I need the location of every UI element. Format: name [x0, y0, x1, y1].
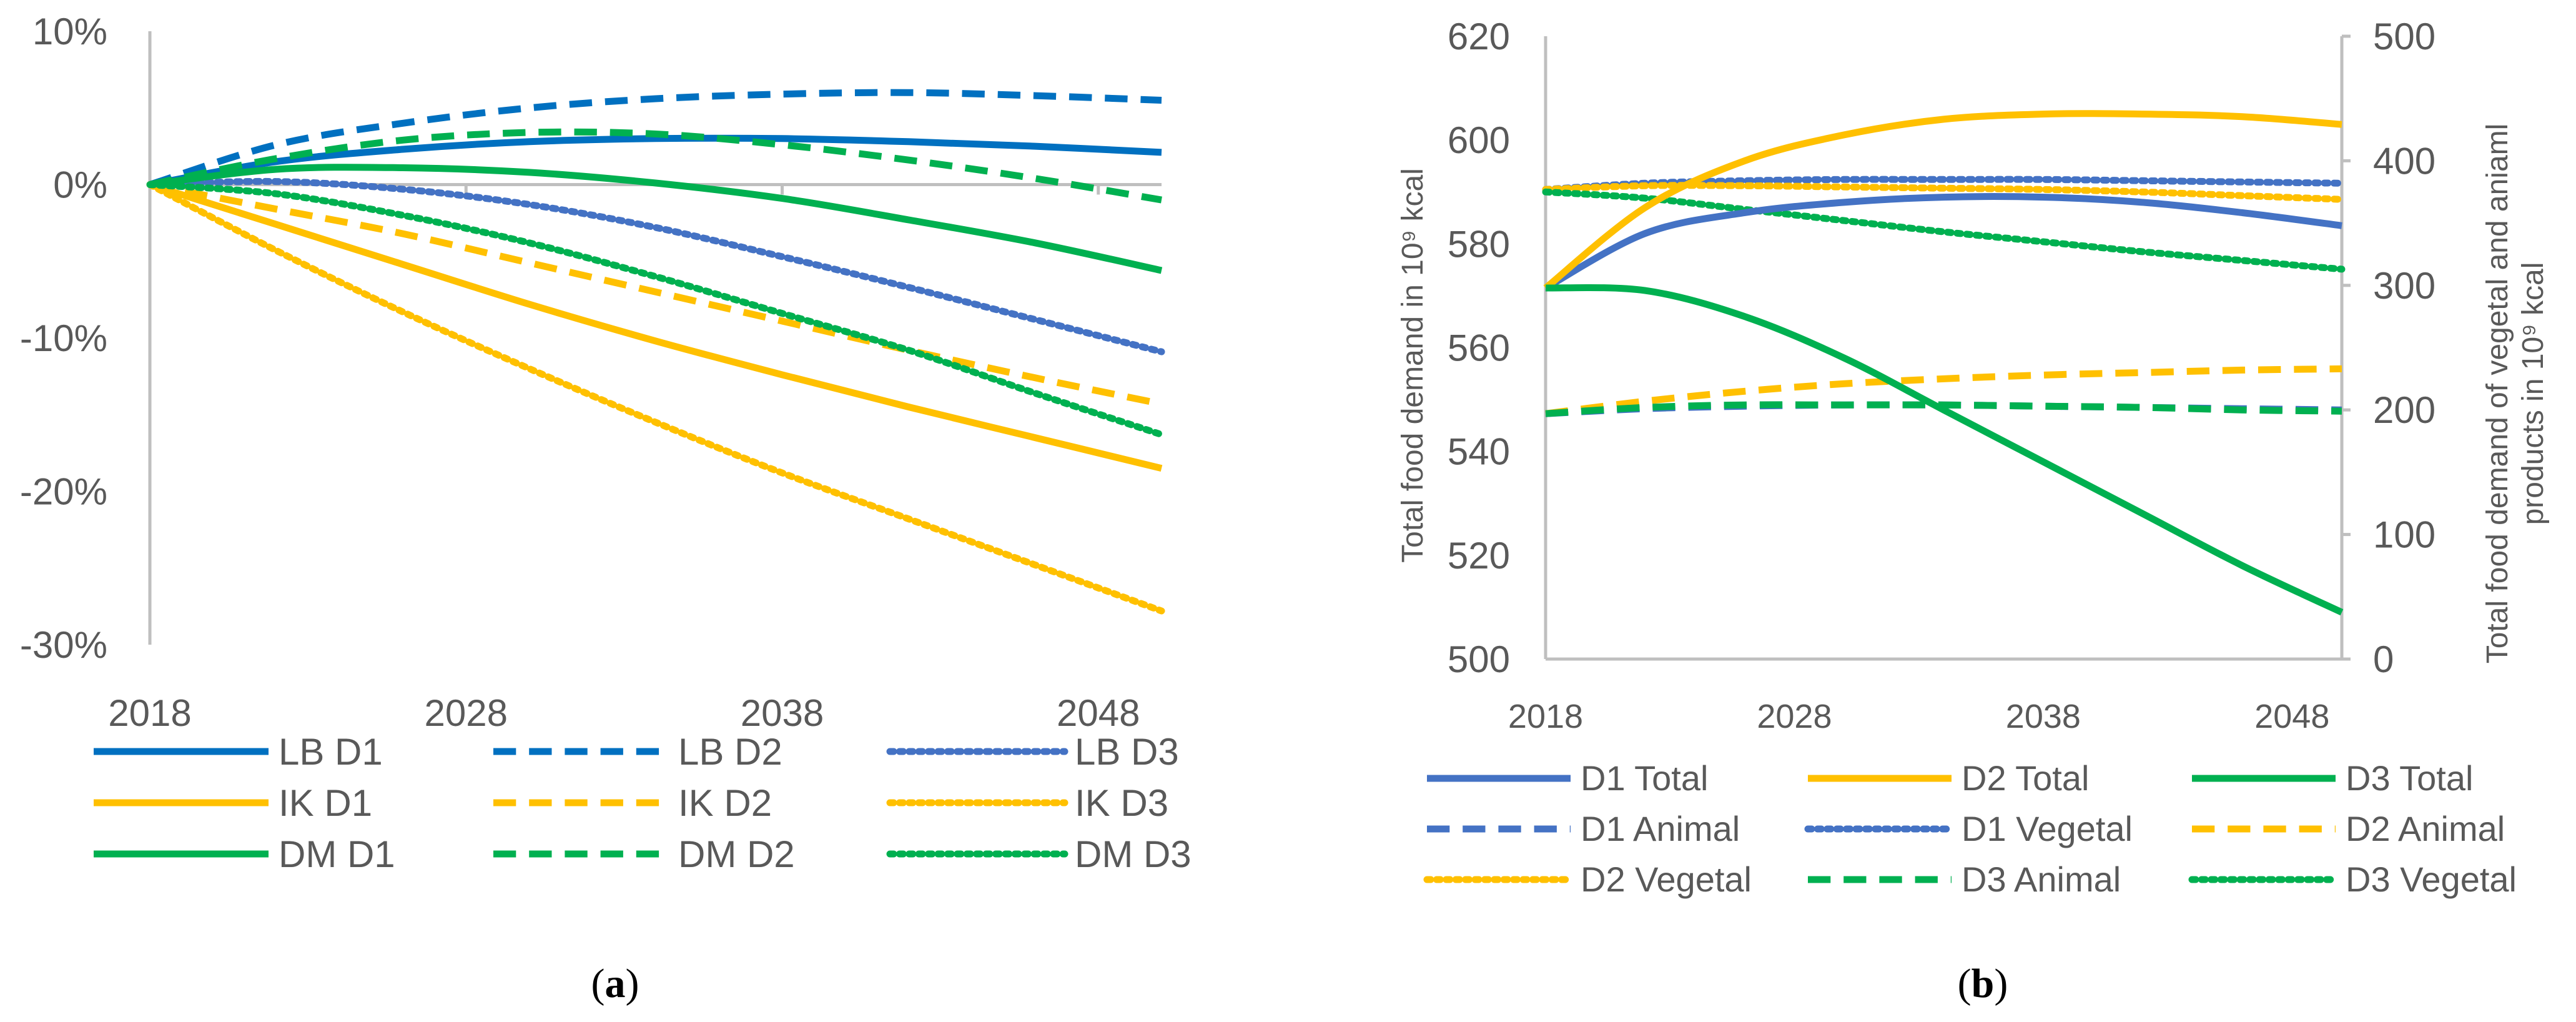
panel-b-series-d2-animal: [1545, 365, 2342, 417]
panel-b-x-tick-label: 2048: [2254, 698, 2329, 735]
panel-a-series-dm-d1: [149, 164, 1163, 274]
panel-b-series-d3-animal: [1545, 401, 2342, 417]
panel-b-y-axis-left-title: Total food demand in 10⁹ kcal: [1396, 168, 1429, 563]
panel-a-series-lb-d2: [149, 89, 1162, 188]
panel-a-y-tick-label: 10%: [32, 11, 107, 52]
panel-b-legend: D1 Total D2 Total D3 Total D1 Animal D1 Vege…: [1423, 758, 2517, 899]
panel-b-legend-label: D2 Total: [1962, 758, 2089, 798]
panel-b-y-left-tick-label: 500: [1448, 638, 1510, 680]
panel-a-legend-item-lb-d3: LB D3: [886, 731, 1179, 773]
panel-b-series: [1542, 110, 2346, 616]
panel-a-series-ik-d2: [149, 181, 1163, 407]
panel-a-legend-label: LB D1: [279, 731, 383, 773]
panel-b-caption: (b): [1958, 961, 2008, 1006]
panel-b-legend-item-d1-vegetal: D1 Vegetal: [1804, 809, 2133, 848]
panel-a-legend-label: IK D1: [279, 782, 372, 824]
panel-b-y-right-tick-label: 300: [2373, 265, 2435, 307]
panel-b-legend-label: D2 Animal: [2346, 809, 2505, 848]
panel-b-y-left-tick-label: 560: [1448, 327, 1510, 369]
panel-b-y-left-tick-label: 520: [1448, 535, 1510, 577]
panel-b-x-tick-label: 2038: [2006, 698, 2081, 735]
panel-a-legend-item-lb-d1: LB D1: [94, 731, 383, 773]
panel-a-series-lb-d1: [149, 134, 1162, 188]
panel-a-legend-item-dm-d1: DM D1: [94, 833, 395, 875]
panel-b-series-d2-vegetal: [1542, 182, 2346, 203]
panel-a-legend-label: IK D3: [1075, 782, 1168, 824]
panel-b-legend-label: D1 Animal: [1581, 809, 1740, 848]
panel-b-axes: [1544, 34, 2351, 661]
panel-b-series-d3-total: [1545, 284, 2344, 616]
panel-b-legend-label: D3 Animal: [1962, 860, 2121, 899]
panel-b-x-tick-label: 2018: [1508, 698, 1583, 735]
panel-a-series-ik-d3: [146, 181, 1165, 615]
panel-b-series-d1-total: [1544, 193, 2342, 291]
panel-a-legend: LB D1 LB D2 LB D3 IK D1 IK D2 IK D3 DM D1 DM D2…: [94, 731, 1192, 875]
panel-b-x-tick-label: 2028: [1757, 698, 1832, 735]
panel-a-legend-item-ik-d2: IK D2: [493, 782, 772, 824]
panel-b-y-axis-right-title-line2: products in 10⁹ kcal: [2517, 262, 2550, 525]
panel-b-legend-label: D3 Total: [2346, 758, 2473, 798]
panel-a-legend-item-ik-d1: IK D1: [94, 782, 372, 824]
panel-a-x-tick-label: 2038: [741, 692, 824, 734]
panel-a-x-tick-label: 2018: [108, 692, 191, 734]
panel-a-legend-label: DM D2: [678, 833, 795, 875]
panel-a-series-dm-d2: [149, 128, 1162, 204]
panel-b-y-left-tick-label: 620: [1448, 16, 1510, 57]
panel-b-y-right-tick-label: 0: [2373, 638, 2394, 680]
panel-b-y-right-tick-label: 100: [2373, 514, 2435, 556]
panel-a-series-ik-d1: [149, 181, 1163, 472]
panel-a-y-tick-label: -20%: [20, 471, 107, 513]
panel-b-chart: 620 600 580 560 540 520 500 500 400 300 200 100 0 201…: [1396, 16, 2550, 1006]
panel-a-legend-item-lb-d2: LB D2: [493, 731, 782, 773]
panel-a-legend-item-dm-d3: DM D3: [886, 833, 1192, 875]
panel-b-legend-item-d3-animal: D3 Animal: [1808, 860, 2121, 899]
panel-b-legend-label: D1 Vegetal: [1962, 809, 2133, 848]
panel-a-y-tick-label: -30%: [20, 624, 107, 666]
panel-b-y-right-tick-label: 500: [2373, 16, 2435, 57]
panel-b-tick-labels: 620 600 580 560 540 520 500 500 400 300 200 100 0 201…: [1448, 16, 2435, 735]
panel-a-legend-label: LB D2: [678, 731, 782, 773]
panel-b-legend-label: D3 Vegetal: [2346, 860, 2517, 899]
panel-a-series-lb-d3: [146, 177, 1165, 355]
panel-a-tick-labels: 10% 0% -10% -20% -30%2018 2028 2038 2048: [20, 11, 1140, 734]
panel-b-series-d3-vegetal: [1542, 188, 2346, 273]
panel-b-legend-item-d2-total: D2 Total: [1808, 758, 2089, 798]
panel-b-y-left-tick-label: 580: [1448, 223, 1510, 265]
panel-a-x-tick-label: 2048: [1057, 692, 1140, 734]
panel-b-legend-label: D1 Total: [1581, 758, 1708, 798]
panel-a-legend-item-dm-d2: DM D2: [493, 833, 795, 875]
panel-a-series: [146, 89, 1165, 615]
panel-b-legend-item-d1-animal: D1 Animal: [1427, 809, 1740, 848]
panel-b-legend-label: D2 Vegetal: [1581, 860, 1752, 899]
panel-a-caption: (a): [591, 961, 639, 1006]
panel-a-legend-label: IK D2: [678, 782, 772, 824]
panel-b-legend-item-d3-vegetal: D3 Vegetal: [2188, 860, 2517, 899]
panel-b-y-axis-right-title: Total food demand of vegetal and aniaml: [2481, 124, 2514, 664]
panel-b-legend-item-d2-vegetal: D2 Vegetal: [1423, 860, 1752, 899]
panel-b-y-right-tick-label: 400: [2373, 140, 2435, 182]
panel-b-legend-item-d3-total: D3 Total: [2192, 758, 2473, 798]
panel-a-y-tick-label: 0%: [53, 164, 107, 206]
panel-a-y-tick-label: -10%: [20, 317, 107, 359]
panel-a-series-dm-d3: [146, 181, 1165, 439]
panel-a-chart: 10%0%-10%-20%-30%2018 2028 2038 2048 LB D1 L…: [20, 11, 1192, 1006]
panel-b-y-left-tick-label: 600: [1448, 119, 1510, 161]
panel-a-legend-item-ik-d3: IK D3: [886, 782, 1168, 824]
panel-b-legend-item-d2-animal: D2 Animal: [2192, 809, 2505, 848]
panel-b-series-d2-total: [1543, 110, 2342, 291]
panel-a-legend-label: DM D1: [279, 833, 395, 875]
panel-b-legend-item-d1-total: D1 Total: [1427, 758, 1708, 798]
panel-b-y-right-tick-label: 200: [2373, 389, 2435, 431]
panel-b-series-d1-vegetal: [1542, 176, 2346, 193]
panel-a-x-tick-label: 2028: [425, 692, 508, 734]
panel-a-legend-label: DM D3: [1075, 833, 1192, 875]
panel-b-y-left-tick-label: 540: [1448, 431, 1510, 473]
panel-a-legend-label: LB D3: [1075, 731, 1179, 773]
